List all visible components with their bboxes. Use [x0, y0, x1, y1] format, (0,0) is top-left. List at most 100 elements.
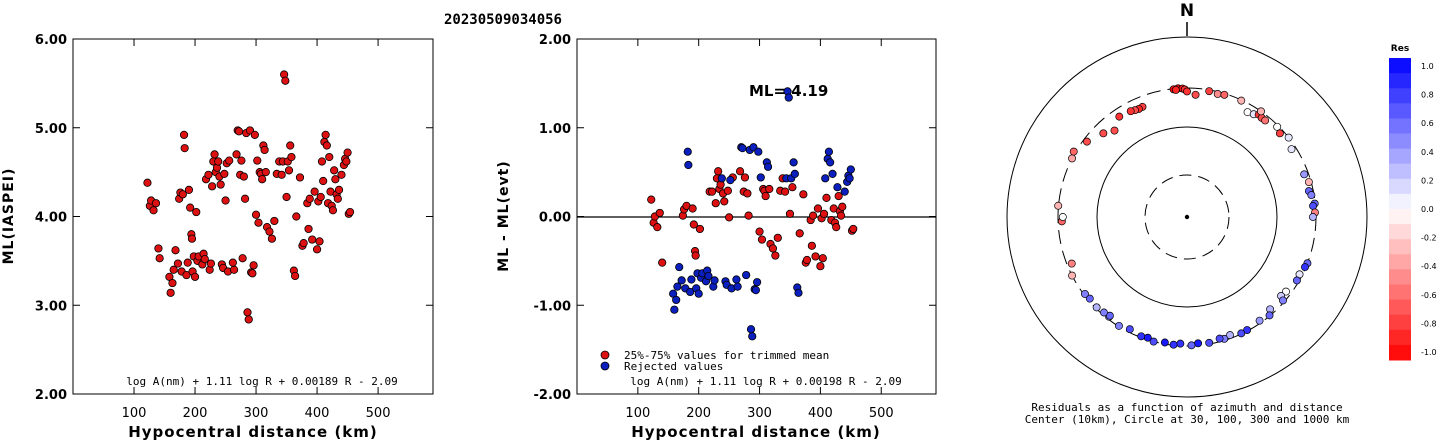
data-point: [714, 167, 723, 176]
station-point: [1110, 126, 1119, 135]
data-point: [653, 223, 662, 232]
colorbar-cell: [1389, 178, 1411, 195]
data-point: [726, 176, 735, 185]
x-tick-label: 300: [244, 406, 269, 421]
station-point: [1143, 333, 1152, 342]
colorbar-tick-label: -1.0: [1421, 348, 1437, 357]
station-point: [1279, 296, 1287, 305]
data-point: [754, 147, 763, 156]
data-point: [738, 144, 747, 153]
station-point: [1083, 137, 1091, 146]
station-point: [1265, 311, 1274, 320]
x-axis-title: Hypocentral distance (km): [631, 423, 881, 441]
station-point: [1300, 170, 1309, 179]
figure-title: 20230509034056: [444, 12, 562, 28]
data-point: [746, 325, 756, 334]
data-point: [270, 216, 279, 226]
data-point: [710, 276, 719, 285]
x-tick-label: 200: [183, 406, 208, 421]
data-point: [232, 150, 241, 159]
legend-label-trimmed: 25%-75% values for trimmed mean: [624, 349, 829, 362]
data-point: [687, 275, 696, 284]
station-point: [1183, 87, 1191, 96]
data-point: [849, 224, 858, 234]
data-point: [785, 209, 795, 218]
data-point: [237, 156, 246, 165]
data-point: [267, 234, 277, 243]
data-point: [684, 160, 693, 170]
data-point: [166, 288, 175, 297]
station-point: [1137, 332, 1146, 341]
data-point: [151, 199, 161, 208]
caption-line-1: Residuals as a function of azimuth and d…: [1031, 401, 1342, 414]
colorbar-tick-label: 0.6: [1421, 119, 1434, 128]
data-point: [756, 173, 765, 182]
data-point: [216, 180, 225, 189]
data-point: [149, 206, 158, 215]
colorbar-tick-label: 0.0: [1421, 205, 1434, 214]
data-point: [240, 194, 250, 203]
data-point: [319, 176, 328, 186]
data-point: [328, 206, 338, 215]
data-points: [143, 70, 355, 324]
station-point: [1213, 90, 1222, 98]
y-tick-label: 0.00: [539, 211, 571, 226]
data-point: [208, 182, 217, 191]
ring-1000km: [1006, 36, 1368, 398]
data-point: [840, 187, 849, 196]
data-point: [238, 254, 247, 263]
data-point: [234, 127, 244, 136]
colorbar-cell: [1389, 254, 1411, 270]
data-point: [342, 157, 351, 166]
panel-polar-residuals: N Residuals as a function of azimuth and…: [1006, 1, 1368, 426]
station-point: [1149, 337, 1158, 346]
colorbar-cell: [1389, 269, 1411, 285]
data-point: [178, 190, 187, 199]
data-point: [822, 193, 831, 202]
data-point: [173, 259, 183, 268]
station-point: [1261, 116, 1270, 125]
legend-label-rejected: Rejected values: [624, 360, 723, 373]
data-point: [321, 130, 330, 139]
x-tick-labels: 100 200 300 400 500: [625, 406, 893, 421]
data-point: [187, 234, 197, 243]
station-point: [1301, 263, 1309, 272]
x-tick-labels: 100 200 300 400 500: [122, 406, 391, 421]
station-point: [1307, 191, 1316, 200]
legend-swatch-rejected: [600, 361, 610, 371]
data-point: [316, 192, 325, 202]
data-point: [286, 141, 295, 150]
data-point: [169, 265, 178, 274]
data-point: [192, 207, 201, 217]
data-point: [310, 187, 319, 196]
station-point: [1085, 294, 1094, 303]
data-point: [695, 224, 705, 234]
station-point: [1273, 122, 1282, 131]
x-tick-label: 100: [122, 406, 147, 421]
data-point: [818, 254, 827, 263]
station-residuals: [1054, 84, 1319, 350]
data-point: [184, 185, 194, 194]
colorbar-cell: [1389, 299, 1411, 316]
colorbar-cell: [1389, 209, 1411, 225]
data-point: [143, 178, 152, 187]
station-point: [1058, 213, 1067, 221]
data-point: [771, 251, 780, 260]
station-point: [1176, 339, 1185, 348]
colorbar-cell: [1389, 148, 1411, 165]
x-tick-label: 300: [747, 406, 772, 421]
station-point: [1215, 334, 1224, 343]
data-point: [768, 244, 778, 253]
colorbar: Res 1.0 0.8 0.6 0.4 0.2 0.0 -0.2 -0.4 -0.6 -0.8 -1…: [1389, 44, 1437, 361]
north-label: N: [1180, 1, 1194, 21]
data-point: [155, 254, 164, 263]
data-point: [312, 245, 322, 254]
data-point: [789, 158, 798, 167]
data-point: [200, 255, 209, 264]
data-point: [675, 262, 684, 272]
data-point: [243, 308, 252, 317]
data-point: [689, 220, 698, 229]
data-point: [788, 183, 797, 192]
data-point: [331, 175, 340, 184]
data-point: [647, 195, 656, 204]
